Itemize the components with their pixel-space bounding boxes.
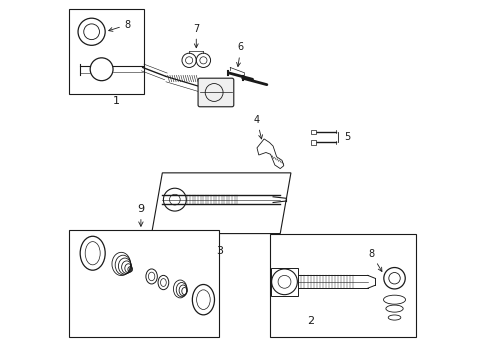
Bar [69,9,144,94]
Text: 6: 6 [236,42,244,67]
Bar [269,234,415,337]
Text: 1: 1 [112,96,119,107]
Bar [69,230,219,337]
Text: 8: 8 [367,249,381,271]
Text: 4: 4 [253,114,262,139]
Text: 7: 7 [193,23,199,48]
Text: 3: 3 [216,246,223,256]
Text: 8: 8 [108,19,131,31]
FancyBboxPatch shape [198,78,233,107]
Text: 9: 9 [137,204,144,226]
Bar [270,267,298,296]
Bar [311,130,315,134]
Text: 2: 2 [306,316,313,327]
Text: 5: 5 [344,132,350,142]
Bar [311,140,315,145]
